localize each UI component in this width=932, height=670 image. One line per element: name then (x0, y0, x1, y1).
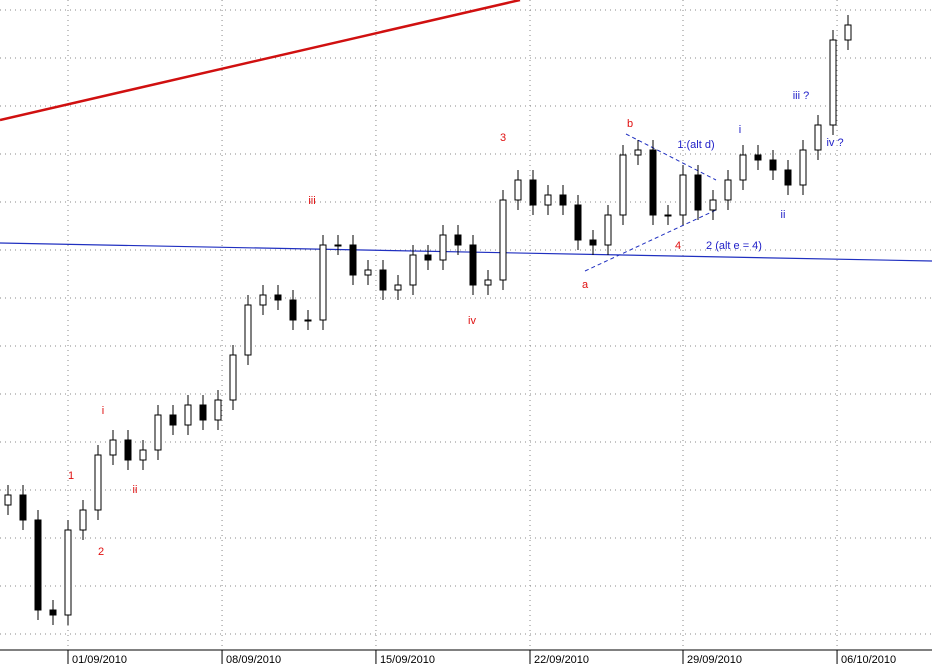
annotation: 3 (500, 132, 506, 144)
candle-body (109, 439, 117, 456)
candle-body (49, 609, 57, 616)
candle-body (259, 294, 267, 306)
candle-body (694, 174, 702, 211)
x-tick-label: 06/10/2010 (841, 654, 896, 666)
candle-body (94, 454, 102, 511)
candle-body (349, 244, 357, 276)
candle-body (814, 124, 822, 151)
candle-body (589, 239, 597, 246)
candle-body (829, 39, 837, 126)
candle-body (574, 204, 582, 241)
candle-body (34, 519, 42, 611)
candle-body (724, 179, 732, 201)
annotation: a (582, 279, 589, 291)
grid (67, 0, 838, 650)
annotation: iv (468, 315, 476, 327)
annotation: ii (133, 484, 138, 496)
annotation: i (739, 124, 741, 136)
candle-body (364, 269, 372, 276)
x-tick-label: 29/09/2010 (687, 654, 742, 666)
candle-body (379, 269, 387, 291)
candle-body (4, 494, 12, 506)
candles (4, 15, 852, 625)
annotation: b (627, 118, 633, 130)
annotation: 1 (68, 470, 74, 482)
x-tick-label: 22/09/2010 (534, 654, 589, 666)
candle-body (394, 284, 402, 291)
candle-body (439, 234, 447, 261)
candle-body (304, 319, 312, 322)
candle-body (739, 154, 747, 181)
candle-body (169, 414, 177, 426)
candle-body (769, 159, 777, 171)
candle-body (244, 304, 252, 356)
candle-body (484, 279, 492, 286)
candle-body (214, 399, 222, 421)
candle-body (559, 194, 567, 206)
candle-body (649, 149, 657, 216)
candle-body (154, 414, 162, 451)
x-tick-label: 01/09/2010 (72, 654, 127, 666)
candle-body (604, 214, 612, 246)
annotation: 2 (98, 546, 104, 558)
candle-body (709, 199, 717, 211)
candle-body (184, 404, 192, 426)
candle-body (664, 214, 672, 217)
candle-body (679, 174, 687, 216)
candle-body (199, 404, 207, 421)
candle-body (514, 179, 522, 201)
candle-body (409, 254, 417, 286)
candle-body (469, 244, 477, 286)
x-tick-label: 08/09/2010 (226, 654, 281, 666)
candle-body (229, 354, 237, 401)
candle-body (124, 439, 132, 461)
annotation: 4 (675, 240, 681, 252)
candle-body (844, 24, 852, 41)
annotation: ii (781, 209, 786, 221)
annotation: iv ? (826, 137, 843, 149)
candle-body (139, 449, 147, 461)
candle-body (529, 179, 537, 206)
candle-body (499, 199, 507, 281)
annotation: i (102, 405, 104, 417)
annotation: iii ? (793, 90, 810, 102)
candle-body (274, 294, 282, 301)
candle-body (79, 509, 87, 531)
background (0, 9, 932, 635)
candle-body (799, 149, 807, 186)
candle-body (619, 154, 627, 216)
annotation: 1:(alt d) (677, 139, 714, 151)
candle-body (424, 254, 432, 261)
candle-body (319, 244, 327, 321)
annotation: iii (308, 195, 315, 207)
candle-body (289, 299, 297, 321)
candle-body (19, 494, 27, 521)
trend-lines (0, 0, 932, 272)
candle-body (784, 169, 792, 186)
candle-body (454, 234, 462, 246)
candle-body (334, 244, 342, 247)
candle-body (754, 154, 762, 161)
candle-body (544, 194, 552, 206)
candle-body (64, 529, 72, 616)
candle-body (634, 149, 642, 156)
annotation: 2 (alt e = 4) (706, 240, 762, 252)
x-tick-label: 15/09/2010 (380, 654, 435, 666)
